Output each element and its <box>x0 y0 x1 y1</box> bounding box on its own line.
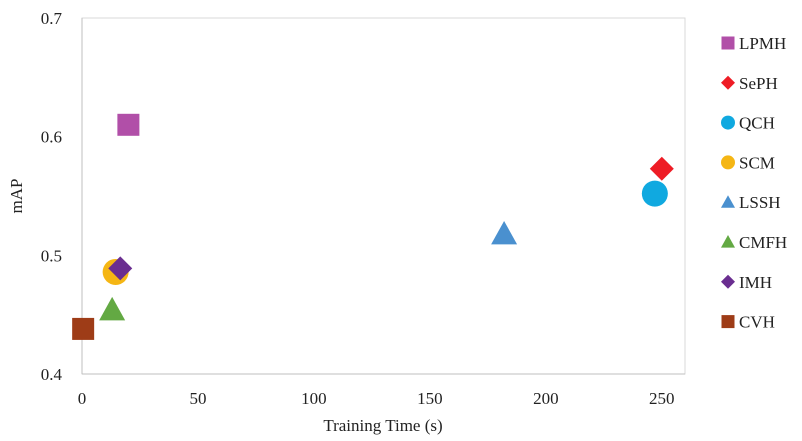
legend-marker-cvh <box>721 315 735 329</box>
legend-label-imh: IMH <box>739 273 772 292</box>
legend-label-lpmh: LPMH <box>739 34 786 53</box>
legend-label-qch: QCH <box>739 114 775 133</box>
y-tick-label: 0.7 <box>41 9 63 28</box>
y-tick-labels: 0.4 0.5 0.6 0.7 <box>41 9 63 384</box>
x-tick-labels: 0 50 100 150 200 250 <box>78 389 675 408</box>
x-tick-label: 50 <box>189 389 206 408</box>
legend-item-cmfh: CMFH <box>721 233 787 252</box>
legend-marker-lpmh <box>721 36 735 50</box>
legend-label-cvh: CVH <box>739 313 775 332</box>
marker-lssh <box>491 220 518 245</box>
y-tick-label: 0.5 <box>41 246 62 265</box>
data-markers <box>72 113 674 340</box>
x-tick-label: 100 <box>301 389 327 408</box>
x-tick-label: 150 <box>417 389 443 408</box>
x-tick-label: 250 <box>649 389 675 408</box>
legend-label-seph: SePH <box>739 74 778 93</box>
marker-lpmh <box>117 113 140 136</box>
legend-marker-qch <box>721 115 735 130</box>
marker-cvh <box>72 317 95 340</box>
y-axis-label: mAP <box>7 179 26 214</box>
legend-item-imh: IMH <box>721 273 772 292</box>
legend-marker-seph <box>721 75 735 90</box>
legend: LPMH SePH QCH SCM LSSH CMFH IMH CVH <box>721 34 787 332</box>
marker-qch <box>641 180 668 207</box>
legend-item-qch: QCH <box>721 114 775 133</box>
x-axis-label: Training Time (s) <box>323 416 442 435</box>
legend-item-lpmh: LPMH <box>721 34 786 53</box>
legend-marker-scm <box>721 155 735 170</box>
y-tick-label: 0.4 <box>41 365 63 384</box>
y-tick-label: 0.6 <box>41 128 62 147</box>
legend-marker-lssh <box>721 195 735 208</box>
marker-seph <box>649 156 674 181</box>
legend-item-lssh: LSSH <box>721 193 781 212</box>
legend-marker-imh <box>721 274 735 289</box>
legend-item-cvh: CVH <box>721 313 775 332</box>
x-tick-label: 0 <box>78 389 87 408</box>
legend-label-scm: SCM <box>739 153 775 172</box>
plot-area <box>81 17 686 375</box>
marker-cmfh <box>99 296 126 321</box>
legend-label-cmfh: CMFH <box>739 233 787 252</box>
legend-item-scm: SCM <box>721 153 775 172</box>
legend-label-lssh: LSSH <box>739 193 781 212</box>
plot-frame <box>81 17 686 375</box>
legend-marker-cmfh <box>721 235 735 248</box>
legend-item-seph: SePH <box>721 74 778 93</box>
marker-imh <box>108 256 133 281</box>
x-tick-label: 200 <box>533 389 559 408</box>
